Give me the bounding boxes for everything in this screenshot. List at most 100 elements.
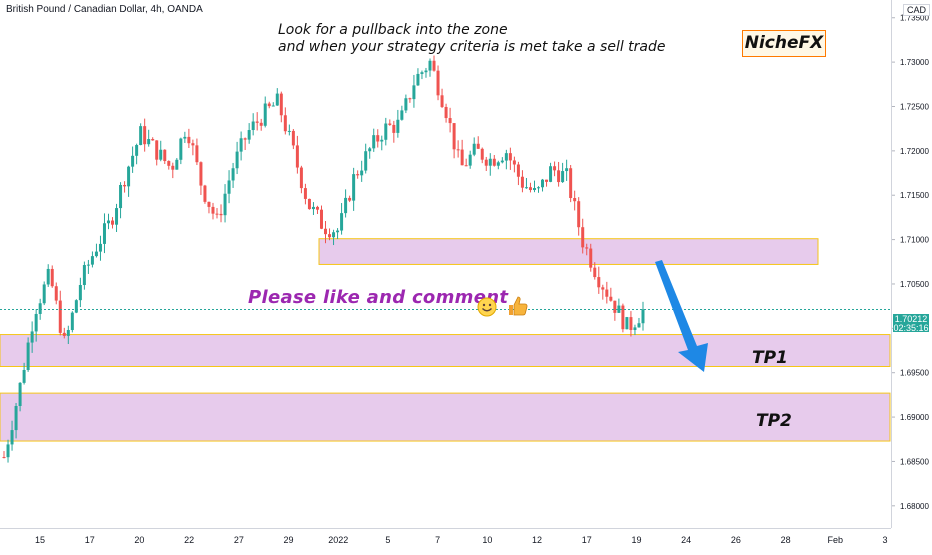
candle-body — [46, 268, 50, 285]
candle-body — [456, 149, 460, 151]
candle-body — [6, 444, 10, 458]
candle-body — [267, 103, 271, 107]
candle-body — [344, 197, 348, 214]
candle-body — [62, 332, 66, 336]
candle-body — [629, 317, 633, 330]
candle-body — [307, 198, 311, 210]
bar-countdown: 02:35:16 — [893, 323, 929, 333]
candle-body — [235, 151, 239, 169]
candle-body — [227, 180, 231, 194]
currency-label[interactable]: CAD — [903, 4, 931, 16]
thumbs-up-icon — [509, 296, 528, 316]
x-tick-label: 7 — [435, 535, 440, 545]
x-tick-label: Feb — [828, 535, 844, 545]
candle-body — [500, 160, 504, 163]
candle-body — [106, 220, 110, 224]
chart-title: British Pound / Canadian Dollar, 4h, OAN… — [6, 4, 203, 15]
candle-body — [557, 170, 561, 183]
candle-body — [432, 60, 436, 71]
x-tick-label: 19 — [631, 535, 641, 545]
candle-body — [621, 305, 625, 330]
candle-body — [352, 174, 356, 201]
candle-body — [492, 158, 496, 166]
candle-body — [22, 370, 26, 383]
x-tick-label: 24 — [681, 535, 691, 545]
candle-body — [561, 171, 565, 183]
x-tick-label: 10 — [482, 535, 492, 545]
candle-body — [207, 201, 211, 207]
candle-body — [203, 185, 207, 202]
candle-body — [219, 213, 223, 216]
last-price-badge: 1.70212 02:35:16 — [893, 314, 929, 333]
y-tick-label: 1.73000 — [900, 58, 929, 67]
zone-sell-zone — [318, 238, 819, 265]
candle-body — [625, 317, 629, 330]
candle-body — [30, 331, 34, 343]
candle-body — [364, 151, 368, 171]
candle-body — [167, 161, 171, 166]
y-tick-label: 1.69000 — [900, 413, 929, 422]
candle-body — [34, 313, 38, 332]
candle-body — [86, 264, 90, 266]
brand-logo: NicheFX — [742, 30, 826, 57]
candle-body — [356, 174, 360, 176]
x-tick-label: 12 — [532, 535, 542, 545]
candle-body — [127, 166, 131, 187]
candle-body — [372, 135, 376, 149]
candle-body — [420, 72, 424, 74]
candle-body — [396, 119, 400, 133]
candle-body — [50, 268, 54, 287]
candle-body — [255, 121, 259, 123]
candle-body — [581, 227, 585, 248]
candle-body — [348, 197, 352, 201]
candle-body — [195, 145, 199, 163]
zone-tp2 — [0, 392, 891, 442]
candle-body — [569, 168, 573, 199]
candle-body — [239, 138, 243, 152]
candle-body — [231, 168, 235, 181]
candle-body — [496, 162, 500, 166]
candle-body — [66, 330, 70, 336]
candle-body — [275, 93, 279, 106]
trade-note: Look for a pullback into the zone and wh… — [278, 22, 666, 56]
candle-body — [299, 167, 303, 189]
y-tick-label: 1.71500 — [900, 191, 929, 200]
candle-body — [424, 70, 428, 73]
candle-body — [70, 312, 74, 331]
candle-body — [532, 188, 536, 191]
candle-body — [271, 105, 275, 107]
candle-body — [58, 300, 62, 333]
candle-body — [139, 126, 143, 146]
candle-body — [573, 198, 577, 202]
candle-body — [183, 136, 187, 139]
candle-body — [175, 159, 179, 170]
candle-body — [82, 265, 86, 286]
candle-body — [143, 126, 147, 145]
candle-body — [211, 206, 215, 214]
candle-body — [553, 166, 557, 171]
candle-body — [472, 143, 476, 155]
candle-body — [404, 98, 408, 111]
candle-body — [291, 130, 295, 146]
zone-tp1 — [0, 334, 891, 367]
candle-body — [641, 309, 645, 324]
candle-body — [102, 223, 106, 244]
x-tick-label: 28 — [781, 535, 791, 545]
candle-body — [520, 176, 524, 188]
x-tick-label: 3 — [882, 535, 887, 545]
candle-body — [279, 93, 283, 116]
x-tick-label: 5 — [385, 535, 390, 545]
candle-body — [512, 160, 516, 165]
candle-body — [524, 187, 528, 189]
candle-body — [163, 149, 167, 162]
x-tick-label: 27 — [234, 535, 244, 545]
x-tick-label: 15 — [35, 535, 45, 545]
candle-body — [384, 123, 388, 140]
candle-body — [617, 305, 621, 313]
candle-body — [94, 251, 98, 257]
candle-body — [460, 149, 464, 166]
candle-body — [516, 164, 520, 177]
candle-body — [468, 154, 472, 166]
